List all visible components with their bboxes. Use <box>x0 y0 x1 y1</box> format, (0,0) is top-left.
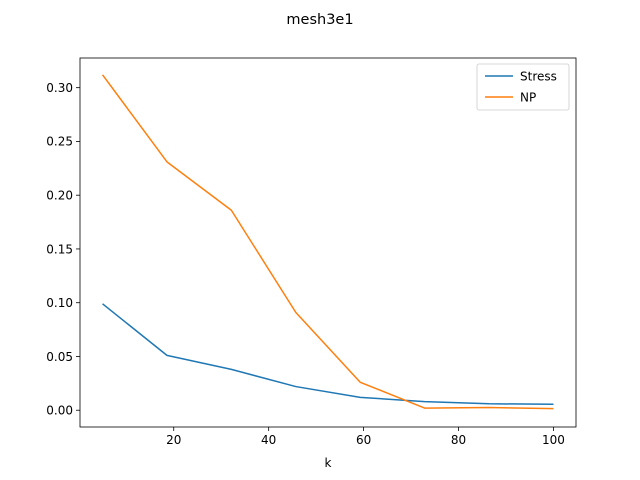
y-axis: 0.00 0.05 0.10 0.15 0.20 0.25 0.30 <box>46 81 80 418</box>
y-tick-label: 0.05 <box>46 350 73 364</box>
x-tick-label: 40 <box>261 433 276 447</box>
plot-frame <box>79 57 577 428</box>
chart-title: mesh3e1 <box>286 12 353 28</box>
x-tick-label: 20 <box>166 433 181 447</box>
legend-label: NP <box>520 90 536 104</box>
x-axis-label: k <box>325 456 332 470</box>
plot-lines <box>101 74 554 410</box>
series-line-np <box>101 74 554 410</box>
x-tick-label: 100 <box>542 433 565 447</box>
y-tick-label: 0.30 <box>46 81 73 95</box>
y-tick-label: 0.15 <box>46 242 73 256</box>
y-tick-label: 0.20 <box>46 188 73 202</box>
series-line-stress <box>102 303 554 406</box>
x-tick-label: 60 <box>356 433 371 447</box>
x-axis: 20 40 60 80 100 <box>166 427 565 447</box>
y-tick-label: 0.25 <box>46 135 73 149</box>
x-tick-label: 80 <box>451 433 466 447</box>
y-tick-label: 0.10 <box>46 296 73 310</box>
legend: Stress NP <box>476 63 570 111</box>
y-tick-label: 0.00 <box>46 404 73 418</box>
legend-label: Stress <box>520 69 557 83</box>
